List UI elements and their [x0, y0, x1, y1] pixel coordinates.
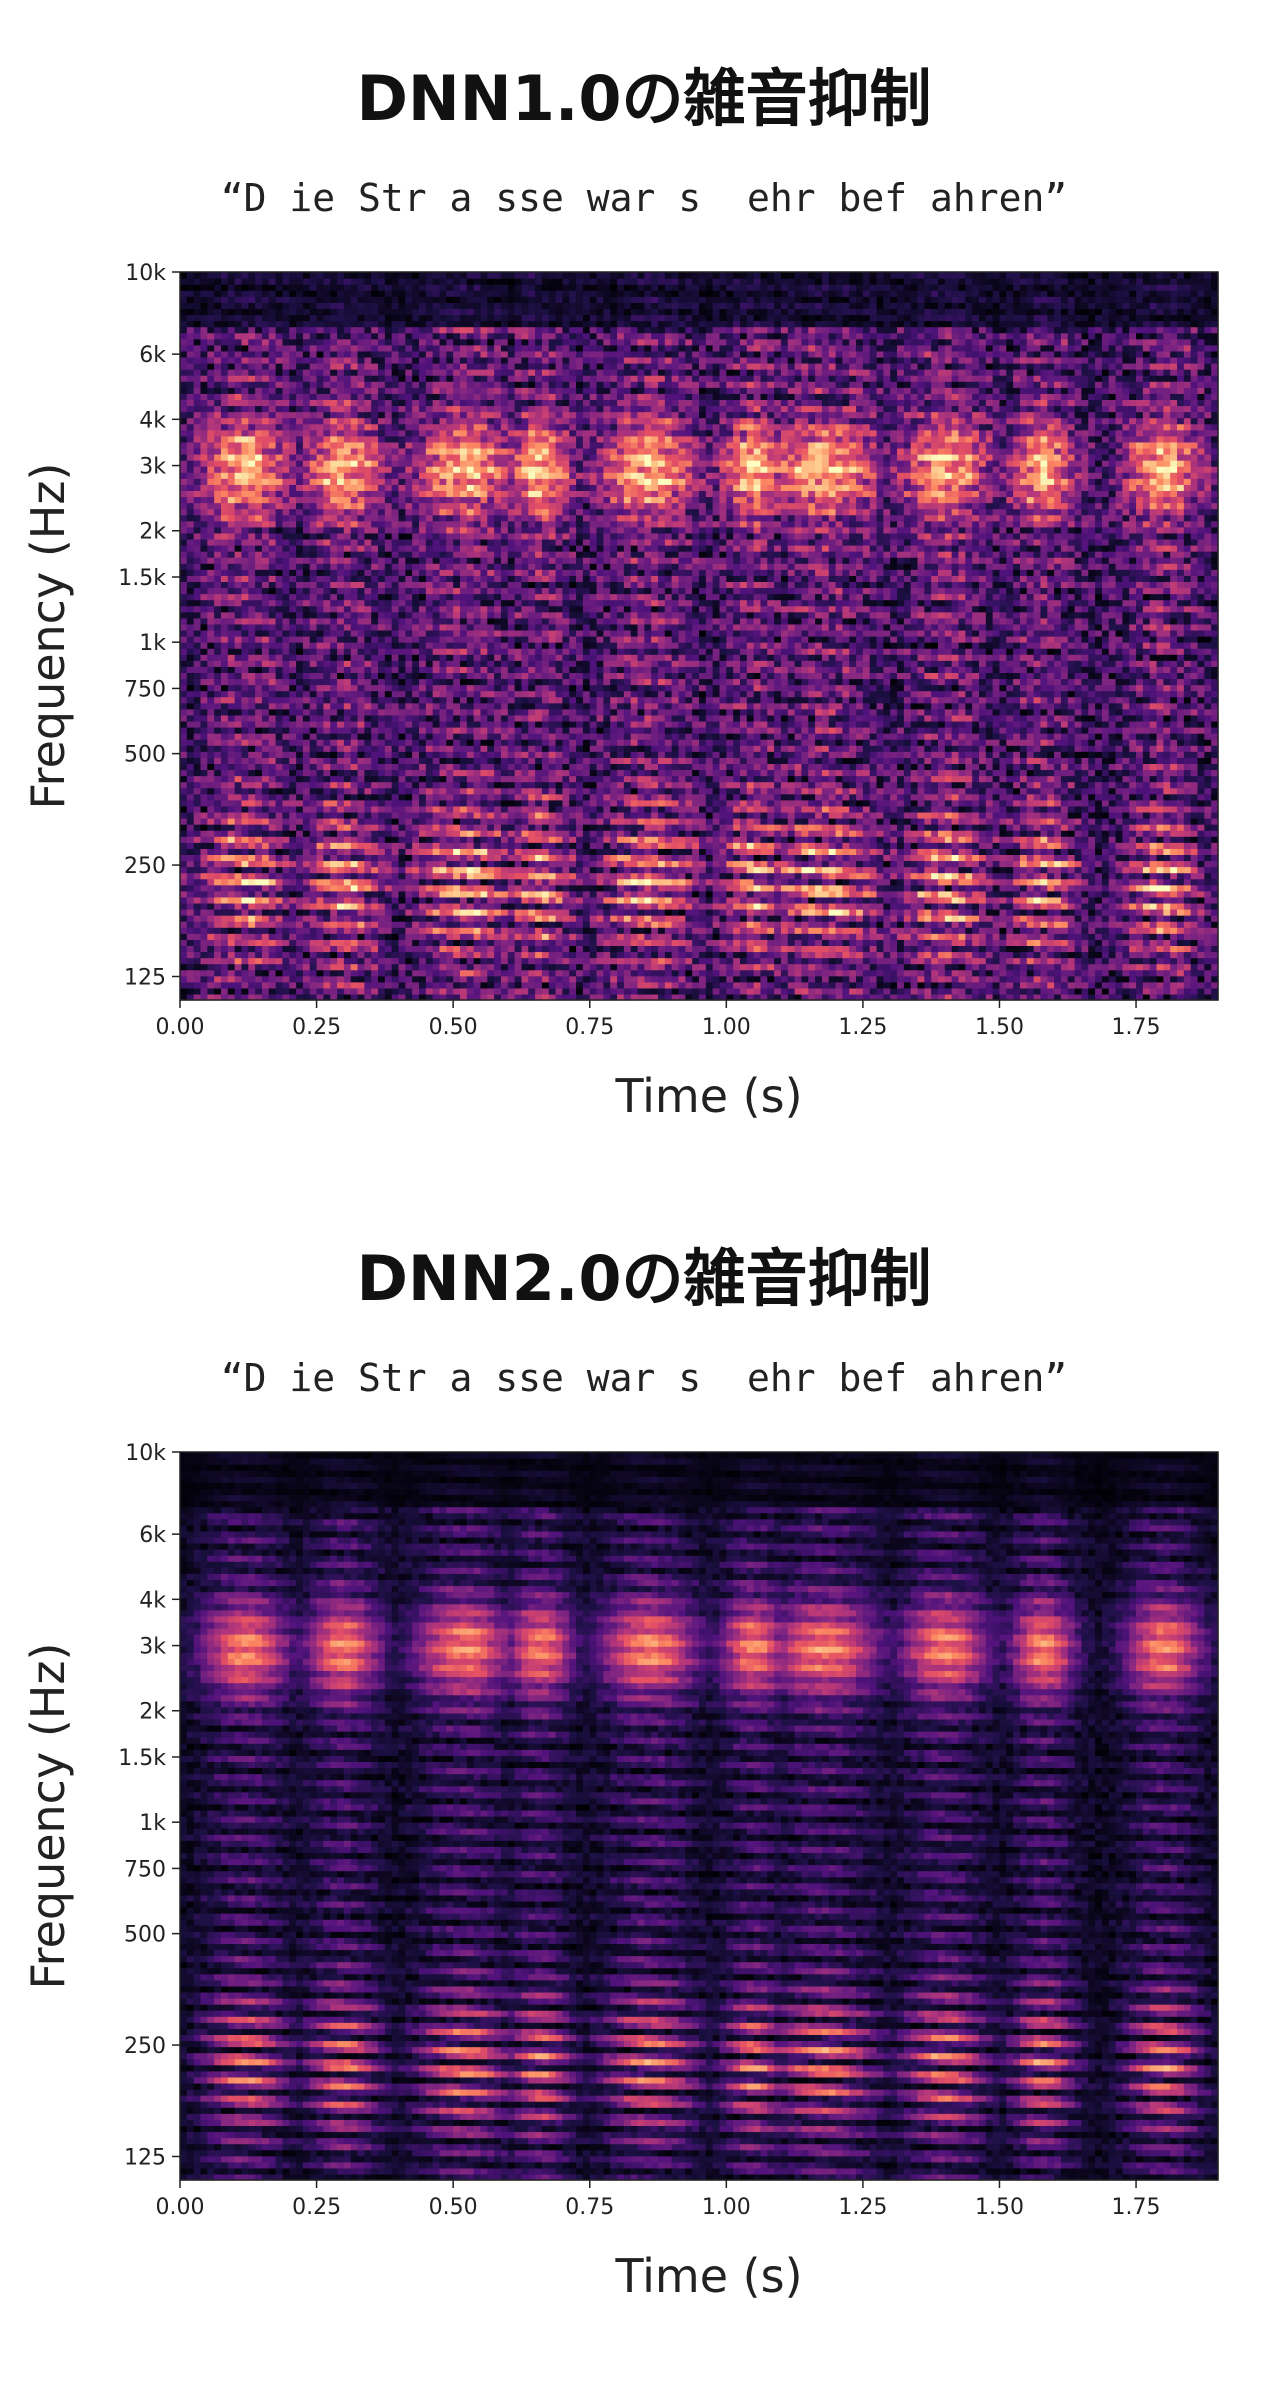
- y-tick-label: 10k: [125, 261, 166, 286]
- plot-frame: [179, 1451, 1219, 2181]
- y-tick-label: 2k: [139, 520, 166, 545]
- x-tick-label: 1.50: [975, 1015, 1024, 1040]
- y-tick-label: 6k: [139, 1523, 166, 1548]
- x-tick-label: 0.50: [429, 1015, 478, 1040]
- x-tick-label: 1.75: [1112, 2195, 1161, 2220]
- y-tick-label: 500: [124, 743, 166, 768]
- y-tick-label: 1.5k: [118, 566, 166, 591]
- y-tick-label: 250: [124, 854, 166, 879]
- y-tick-label: 750: [124, 677, 166, 702]
- y-tick-label: 3k: [139, 1635, 166, 1660]
- x-tick-label: 0.75: [565, 2195, 614, 2220]
- y-tick-label: 500: [124, 1923, 166, 1948]
- x-axis-label: Time (s): [614, 1069, 802, 1123]
- y-tick-label: 2k: [139, 1700, 166, 1725]
- y-axis-label: Frequency (Hz): [21, 1643, 75, 1990]
- x-axis-label: Time (s): [614, 2249, 802, 2303]
- x-tick-label: 1.00: [702, 2195, 751, 2220]
- chart-subtitle: “D ie Str a sse war s ehr bef ahren”: [0, 176, 1288, 220]
- chart-title: DNN1.0の雑音抑制: [0, 48, 1288, 138]
- y-tick-label: 250: [124, 2034, 166, 2059]
- spectrogram-chart: 125 250 500 750 1k 1.5k 2k 3k 4k 6k 10k 0.00 0.25 0.5…: [21, 1441, 1219, 2303]
- spectrogram-cells: [180, 272, 1219, 1001]
- y-tick-label: 125: [124, 2145, 166, 2170]
- y-axis-label: Frequency (Hz): [21, 463, 75, 810]
- y-tick-label: 6k: [139, 343, 166, 368]
- x-tick-label: 0.00: [156, 1015, 205, 1040]
- x-tick-label: 1.75: [1112, 1015, 1161, 1040]
- y-tick-label: 10k: [125, 1441, 166, 1466]
- spectrogram-panel-2: DNN2.0の雑音抑制 “D ie Str a sse war s ehr be…: [0, 1180, 1288, 2360]
- spectrogram-cells: [180, 1452, 1219, 2181]
- x-tick-label: 0.50: [429, 2195, 478, 2220]
- x-tick-label: 1.25: [838, 1015, 887, 1040]
- y-tick-label: 1k: [139, 631, 166, 656]
- chart-title: DNN2.0の雑音抑制: [0, 1228, 1288, 1318]
- x-tick-label: 0.25: [292, 1015, 341, 1040]
- y-tick-label: 125: [124, 965, 166, 990]
- spectrogram-panel-1: DNN1.0の雑音抑制 “D ie Str a sse war s ehr be…: [0, 0, 1288, 1180]
- x-tick-label: 0.25: [292, 2195, 341, 2220]
- y-tick-label: 4k: [139, 408, 166, 433]
- plot-frame: [179, 271, 1219, 1001]
- chart-subtitle: “D ie Str a sse war s ehr bef ahren”: [0, 1356, 1288, 1400]
- y-tick-label: 4k: [139, 1588, 166, 1613]
- spectrogram-chart: 125 250 500 750 1k 1.5k 2k 3k 4k 6k 10k 0.00 0.25 0.5…: [21, 261, 1219, 1123]
- y-tick-label: 1.5k: [118, 1746, 166, 1771]
- x-tick-label: 1.00: [702, 1015, 751, 1040]
- x-tick-label: 0.75: [565, 1015, 614, 1040]
- x-tick-label: 1.50: [975, 2195, 1024, 2220]
- y-tick-label: 1k: [139, 1811, 166, 1836]
- y-tick-label: 750: [124, 1857, 166, 1882]
- x-tick-label: 0.00: [156, 2195, 205, 2220]
- x-tick-label: 1.25: [838, 2195, 887, 2220]
- y-tick-label: 3k: [139, 455, 166, 480]
